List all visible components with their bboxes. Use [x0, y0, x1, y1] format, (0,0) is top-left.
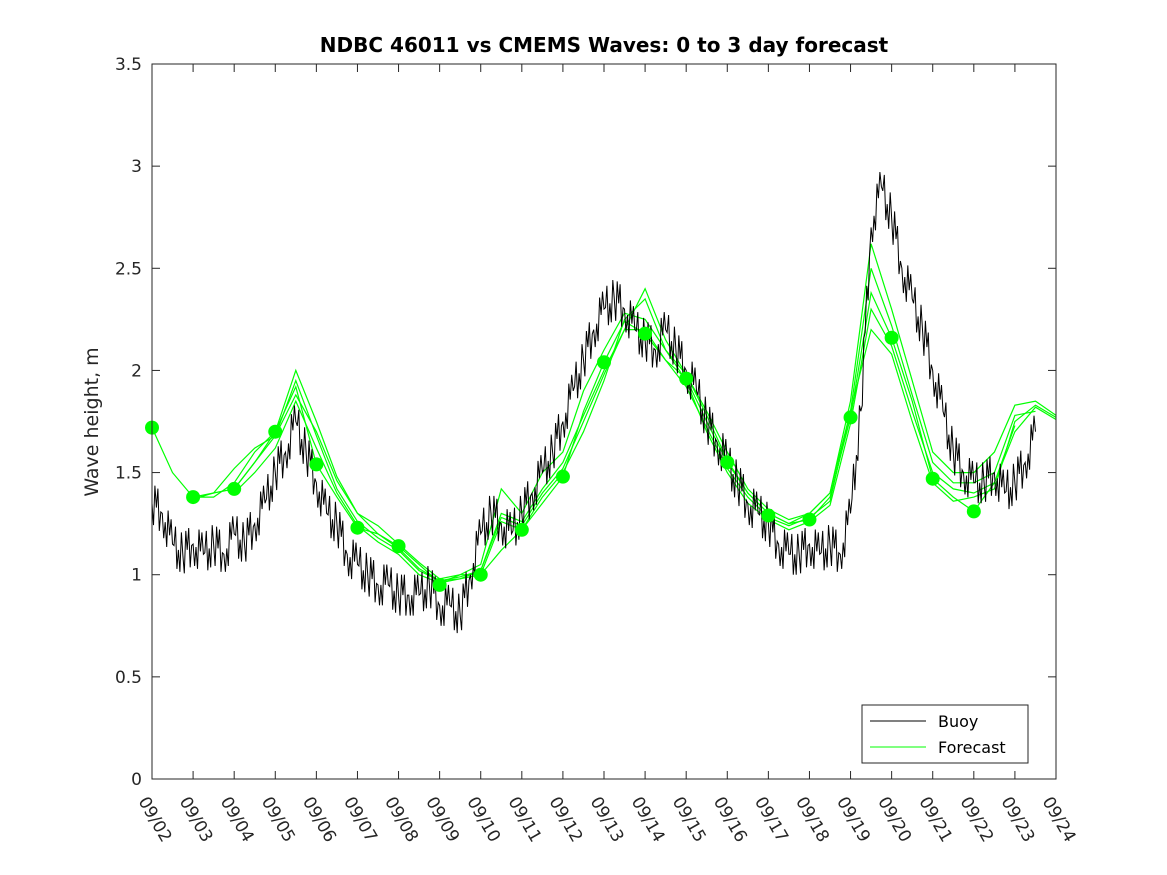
y-tick-label: 1.5	[115, 464, 142, 484]
x-tick-label: 09/04	[216, 794, 258, 846]
forecast-marker	[473, 567, 488, 582]
x-tick-label: 09/16	[709, 794, 751, 846]
x-tick-label: 09/14	[627, 794, 669, 846]
x-tick-label: 09/08	[380, 794, 422, 846]
forecast-marker	[720, 455, 735, 470]
forecast-marker	[884, 330, 899, 345]
forecast-marker	[227, 481, 242, 496]
y-tick-label: 0.5	[115, 668, 142, 688]
forecast-marker	[391, 539, 406, 554]
y-tick-label: 0	[131, 770, 142, 790]
forecast-marker	[761, 508, 776, 523]
y-tick-label: 2	[131, 361, 142, 381]
x-tick-label: 09/09	[421, 794, 463, 846]
plot-area	[152, 64, 1056, 779]
x-tick-label: 09/12	[545, 794, 587, 846]
y-tick-label: 1	[131, 566, 142, 586]
x-tick-label: 09/13	[586, 794, 628, 846]
forecast-marker	[679, 371, 694, 386]
x-tick-label: 09/22	[955, 794, 997, 846]
x-tick-label: 09/24	[1038, 794, 1080, 846]
x-tick-label: 09/03	[175, 794, 217, 846]
x-tick-label: 09/19	[832, 794, 874, 846]
x-tick-label: 09/07	[339, 794, 381, 846]
legend: Buoy Forecast	[861, 704, 1029, 764]
legend-label-forecast: Forecast	[938, 738, 1006, 757]
x-tick-label: 09/06	[298, 794, 340, 846]
y-axis-label: Wave height, m	[81, 347, 103, 496]
forecast-marker	[514, 522, 529, 537]
forecast-marker	[638, 326, 653, 341]
y-tick-label: 2.5	[115, 259, 142, 279]
forecast-marker	[350, 520, 365, 535]
x-tick-label: 09/02	[134, 794, 176, 846]
legend-box	[861, 704, 1029, 764]
x-tick-label: 09/18	[791, 794, 833, 846]
buoy-series-line	[151, 171, 1036, 634]
forecast-series-line	[233, 297, 1057, 584]
forecast-marker	[802, 512, 817, 527]
forecast-marker	[966, 504, 981, 519]
forecast-marker	[309, 457, 324, 472]
x-tick-label: 09/17	[750, 794, 792, 846]
forecast-marker	[925, 471, 940, 486]
forecast-series-line	[151, 290, 1016, 584]
forecast-marker	[843, 410, 858, 425]
y-tick-label: 3	[131, 157, 142, 177]
chart-title: NDBC 46011 vs CMEMS Waves: 0 to 3 day fo…	[320, 33, 889, 57]
legend-label-buoy: Buoy	[938, 712, 978, 731]
x-tick-label: 09/21	[914, 794, 956, 846]
forecast-marker	[555, 469, 570, 484]
forecast-series-line	[233, 287, 1057, 582]
plot-frame	[151, 63, 1057, 780]
x-tick-label: 09/23	[997, 794, 1039, 846]
x-tick-label: 09/15	[668, 794, 710, 846]
x-tick-label: 09/10	[462, 794, 504, 846]
forecast-marker	[268, 424, 283, 439]
x-tick-label: 09/11	[503, 794, 545, 846]
forecast-marker	[432, 577, 447, 592]
x-tick-label: 09/20	[873, 794, 915, 846]
forecast-marker	[186, 490, 201, 505]
x-tick-label: 09/05	[257, 794, 299, 846]
forecast-marker	[597, 355, 611, 370]
y-tick-label: 3.5	[115, 55, 142, 75]
